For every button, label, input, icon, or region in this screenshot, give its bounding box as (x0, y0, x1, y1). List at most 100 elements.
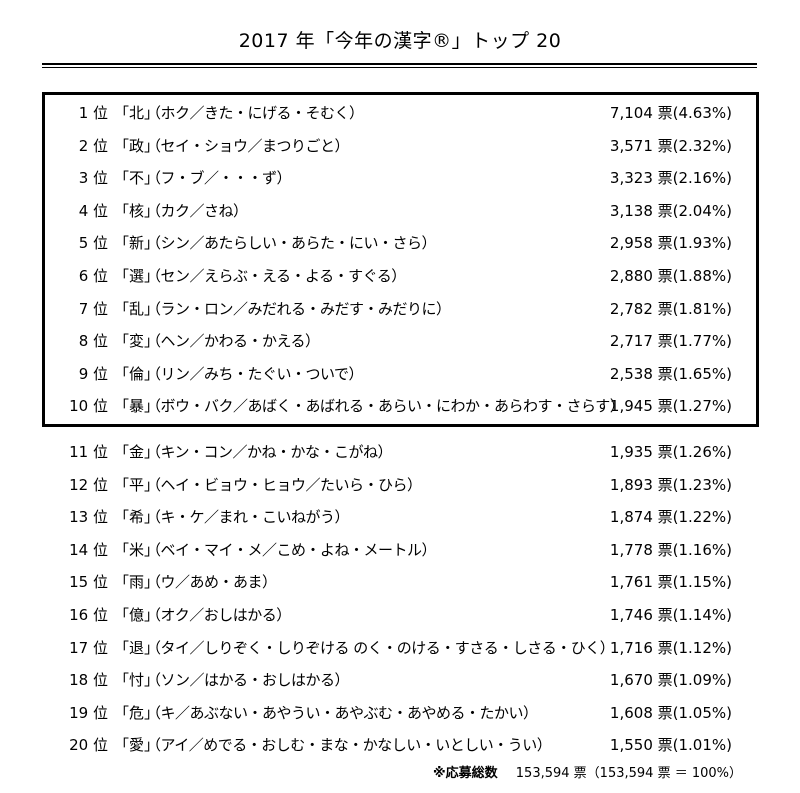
rank-label: 2 位 (78, 136, 108, 155)
vote-count: 7,104 票(4.63%) (609, 104, 732, 122)
rank-label: 7 位 (78, 299, 108, 318)
vote-count: 2,717 票(1.77%) (609, 332, 732, 351)
page-title: 2017 年「今年の漢字®」トップ 20 (238, 30, 562, 52)
rank-label: 13 位 (69, 508, 108, 527)
kanji-reading: （カク／さね） (146, 201, 248, 220)
kanji-reading: （ウ／あめ・あま） (146, 573, 277, 592)
total-label: ※応募総数 (433, 766, 498, 781)
vote-count: 1,550 票(1.01%) (609, 736, 732, 755)
kanji-reading: （キ・ケ／まれ・こいねがう） (146, 508, 350, 527)
kanji-character: 「退」 (114, 638, 160, 657)
kanji-reading: （ソン／はかる・おしはかる） (146, 671, 350, 690)
ranking-row: 13 位「希」 （キ・ケ／まれ・こいねがう） 1,874 票(1.22%) (0, 504, 800, 530)
ranking-row: 17 位「退」 （タイ／しりぞく・しりぞける のく・のける・すさる・しさる・ひく）… (0, 635, 800, 661)
kanji-reading: （キン・コン／かね・かな・こがね） (146, 443, 393, 461)
kanji-reading: （リン／みち・たぐい・ついで） (146, 364, 364, 383)
total-entries: ※応募総数 153,594 票（153,594 票 ＝ 100%） (433, 762, 742, 781)
kanji-reading: （ベイ・マイ・メ／こめ・よね・メートル） (146, 540, 437, 559)
kanji-character: 「米」 (114, 540, 160, 559)
kanji-reading: （シン／あたらしい・あらた・にい・さら） (146, 234, 437, 253)
vote-count: 2,782 票(1.81%) (609, 299, 732, 318)
kanji-character: 「愛」 (114, 736, 160, 755)
kanji-reading: （ラン・ロン／みだれる・みだす・みだりに） (146, 299, 451, 318)
kanji-character: 「乱」 (114, 299, 160, 318)
rank-label: 12 位 (69, 475, 108, 494)
ranking-row: 9 位「倫」 （リン／みち・たぐい・ついで） 2,538 票(1.65%) (0, 361, 800, 387)
kanji-character: 「不」 (114, 169, 160, 188)
rank-label: 18 位 (69, 671, 108, 690)
kanji-character: 「忖」 (114, 671, 160, 690)
vote-count: 2,538 票(1.65%) (609, 364, 732, 383)
ranking-row: 2 位「政」 （セイ・ショウ／まつりごと） 3,571 票(2.32%) (0, 133, 800, 159)
ranking-row: 16 位「億」 （オク／おしはかる） 1,746 票(1.14%) (0, 602, 800, 628)
kanji-reading: （セン／えらぶ・える・よる・すぐる） (146, 267, 406, 285)
kanji-reading: （フ・ブ／・・・ず） (146, 169, 292, 188)
vote-count: 1,608 票(1.05%) (609, 703, 732, 722)
ranking-row: 14 位「米」 （ベイ・マイ・メ／こめ・よね・メートル） 1,778 票(1.16%… (0, 537, 800, 563)
vote-count: 2,958 票(1.93%) (609, 234, 732, 253)
vote-count: 1,778 票(1.16%) (609, 540, 732, 559)
rank-label: 14 位 (69, 540, 108, 559)
rank-label: 5 位 (78, 234, 108, 253)
vote-count: 1,874 票(1.22%) (609, 508, 732, 527)
total-value: 153,594 票（153,594 票 ＝ 100%） (515, 766, 742, 781)
rank-label: 11 位 (69, 443, 108, 461)
rank-label: 16 位 (69, 606, 108, 624)
vote-count: 1,945 票(1.27%) (609, 397, 732, 416)
ranking-row: 1 位「北」 （ホク／きた・にげる・そむく） 7,104 票(4.63%) (0, 100, 800, 126)
vote-count: 2,880 票(1.88%) (609, 267, 732, 285)
vote-count: 1,716 票(1.12%) (609, 638, 732, 657)
ranking-row: 6 位「選」 （セン／えらぶ・える・よる・すぐる） 2,880 票(1.88%) (0, 263, 800, 289)
kanji-reading: （ヘン／かわる・かえる） (146, 332, 320, 351)
kanji-reading: （オク／おしはかる） (146, 606, 291, 624)
kanji-character: 「危」 (114, 703, 160, 722)
kanji-character: 「雨」 (114, 573, 160, 592)
kanji-character: 「新」 (114, 234, 160, 253)
vote-count: 3,138 票(2.04%) (609, 201, 732, 220)
rank-label: 15 位 (69, 573, 108, 592)
rank-label: 4 位 (78, 201, 108, 220)
vote-count: 3,571 票(2.32%) (609, 136, 732, 155)
kanji-reading: （キ／あぶない・あやうい・あやぶむ・あやめる・たかい） (146, 703, 538, 722)
rank-label: 8 位 (78, 332, 108, 351)
vote-count: 1,746 票(1.14%) (609, 606, 732, 624)
ranking-row: 19 位「危」 （キ／あぶない・あやうい・あやぶむ・あやめる・たかい） 1,608 … (0, 700, 800, 726)
ranking-row: 3 位「不」 （フ・ブ／・・・ず） 3,323 票(2.16%) (0, 165, 800, 191)
vote-count: 1,893 票(1.23%) (609, 475, 732, 494)
kanji-character: 「平」 (114, 475, 160, 494)
rank-label: 20 位 (69, 736, 108, 755)
rank-label: 3 位 (78, 169, 108, 188)
kanji-reading: （セイ・ショウ／まつりごと） (146, 136, 350, 155)
kanji-character: 「北」 (114, 104, 160, 122)
kanji-character: 「選」 (114, 267, 160, 285)
rank-label: 19 位 (69, 703, 108, 722)
ranking-row: 10 位「暴」 （ボウ・バク／あばく・あばれる・あらい・にわか・あらわす・さらす）… (0, 393, 800, 419)
ranking-row: 15 位「雨」 （ウ／あめ・あま） 1,761 票(1.15%) (0, 569, 800, 595)
ranking-row: 18 位「忖」 （ソン／はかる・おしはかる） 1,670 票(1.09%) (0, 667, 800, 693)
title-rule-secondary (42, 67, 757, 68)
ranking-row: 4 位「核」 （カク／さね） 3,138 票(2.04%) (0, 198, 800, 224)
kanji-character: 「暴」 (114, 397, 160, 416)
kanji-character: 「希」 (114, 508, 160, 527)
kanji-reading: （ボウ・バク／あばく・あばれる・あらい・にわか・あらわす・さらす） (146, 397, 625, 416)
rank-label: 1 位 (78, 104, 108, 122)
kanji-reading: （ヘイ・ビョウ・ヒョウ／たいら・ひら） (146, 475, 422, 494)
kanji-character: 「倫」 (114, 364, 160, 383)
ranking-row: 5 位「新」 （シン／あたらしい・あらた・にい・さら） 2,958 票(1.93%) (0, 230, 800, 256)
kanji-character: 「核」 (114, 201, 160, 220)
kanji-character: 「金」 (114, 443, 160, 461)
rank-label: 17 位 (69, 638, 108, 657)
top10-box (42, 92, 759, 427)
rank-label: 6 位 (78, 267, 108, 285)
vote-count: 1,670 票(1.09%) (609, 671, 732, 690)
rank-label: 10 位 (69, 397, 108, 416)
vote-count: 3,323 票(2.16%) (609, 169, 732, 188)
ranking-row: 8 位「変」 （ヘン／かわる・かえる） 2,717 票(1.77%) (0, 328, 800, 354)
title-rule (42, 63, 757, 65)
kanji-reading: （ホク／きた・にげる・そむく） (146, 104, 364, 122)
ranking-row: 20 位「愛」 （アイ／めでる・おしむ・まな・かなしい・いとしい・うい） 1,550… (0, 732, 800, 758)
kanji-character: 「政」 (114, 136, 160, 155)
ranking-row: 12 位「平」 （ヘイ・ビョウ・ヒョウ／たいら・ひら） 1,893 票(1.23%) (0, 472, 800, 498)
rank-label: 9 位 (78, 364, 108, 383)
ranking-row: 11 位「金」 （キン・コン／かね・かな・こがね） 1,935 票(1.26%) (0, 439, 800, 465)
